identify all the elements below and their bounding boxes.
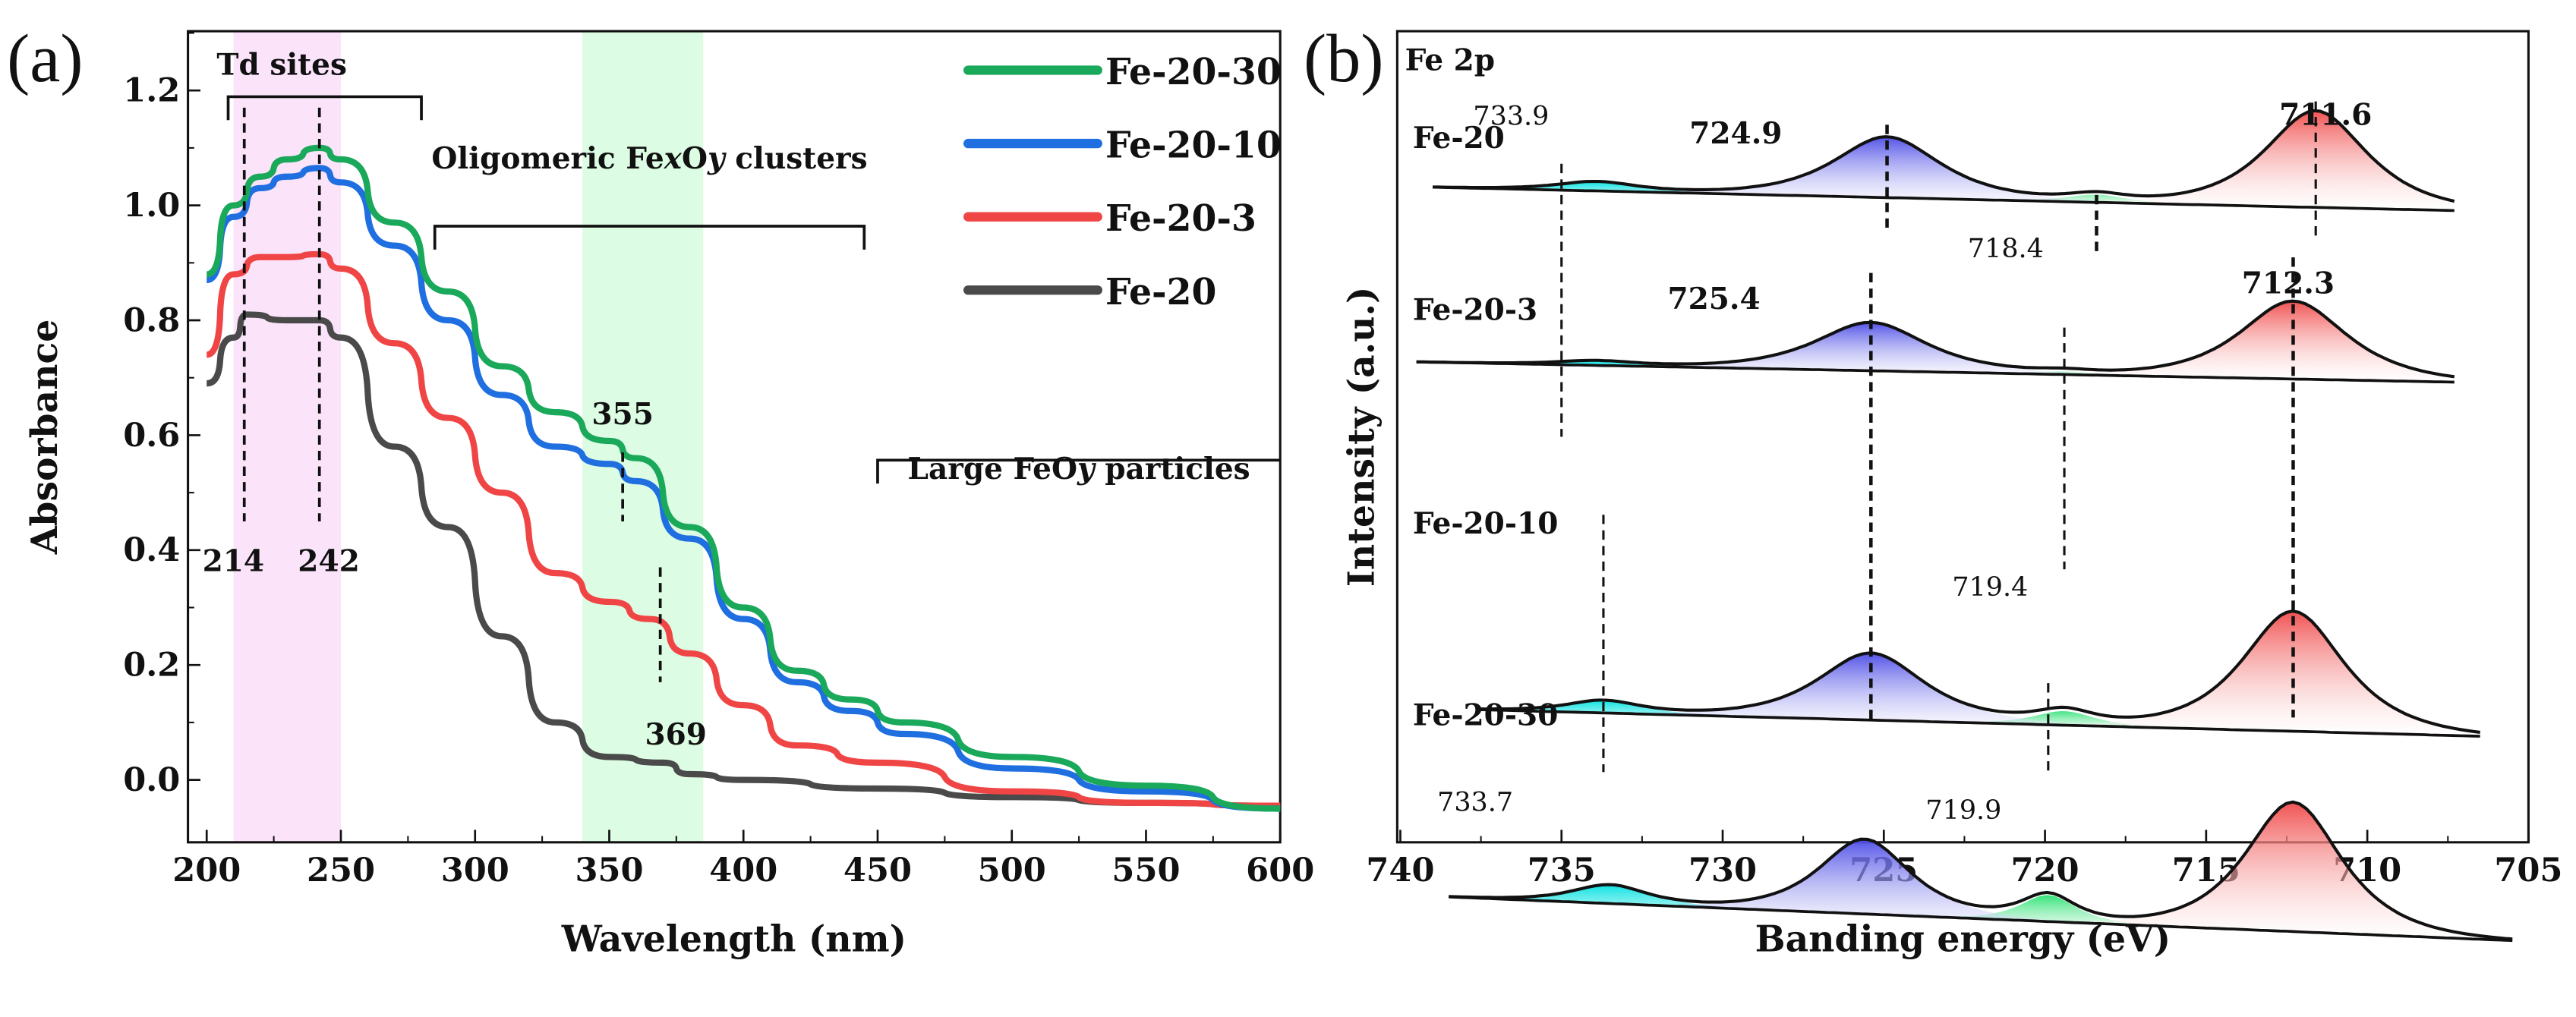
series-fe-20-10	[206, 165, 1281, 812]
label-part: O	[682, 141, 708, 176]
x-tick-label: 250	[307, 851, 375, 889]
large-particles-label: Large FeOy particles	[908, 452, 1250, 486]
oligomeric-bracket	[433, 225, 866, 250]
sample-label: Fe-20-10	[1413, 506, 1558, 541]
peak-label-725.4: 725.4	[1667, 282, 1760, 316]
panel-label-a: (a)	[7, 20, 83, 96]
x-tick-label: 300	[441, 851, 509, 889]
y-tick-label: 0.6	[123, 416, 180, 455]
x-tick-label: 500	[978, 851, 1046, 889]
peak-label-724.9: 724.9	[1689, 116, 1782, 151]
label-part: Large FeO	[908, 452, 1077, 486]
envelope-fe-20-3	[1416, 299, 2455, 379]
series-fe-20	[206, 311, 1281, 809]
x-tick-label: 735	[1528, 851, 1596, 889]
x-tick-label: 705	[2494, 851, 2562, 889]
sample-label: Fe-20	[1413, 121, 1505, 156]
legend-label: Fe-20	[1105, 272, 1216, 313]
peak-label-719.4: 719.4	[1952, 572, 2028, 603]
oligomeric-label: Oligomeric FexOy clusters	[431, 141, 867, 176]
y-tick-label: 1.0	[123, 186, 180, 225]
envelope-fe-20	[1433, 109, 2455, 203]
peak-label-718.4: 718.4	[1968, 234, 2044, 264]
fit-peak-fe2p32	[1416, 301, 2455, 383]
x-tick-label: 400	[709, 851, 777, 889]
legend-label: Fe-20-10	[1105, 125, 1282, 167]
background-line	[1449, 895, 2513, 943]
marker-label-214: 214	[203, 544, 264, 579]
x-tick-label: 550	[1111, 851, 1180, 889]
y-tick-label: 0.4	[123, 531, 180, 569]
x-tick-label: 200	[172, 851, 241, 889]
x-tick-label: 600	[1246, 851, 1314, 889]
background-line	[1480, 708, 2480, 738]
marker-label-369: 369	[645, 717, 706, 752]
x-tick-label: 350	[575, 851, 643, 889]
fit-peak-fe2p32	[1433, 110, 2455, 211]
panel-a: 200 250 300 350 400 450 500 550 600 0.0 0.2 0.4 0.6 0…	[7, 20, 1314, 961]
x-axis-title: Banding energy (eV)	[1755, 919, 2171, 961]
marker-label-355: 355	[591, 397, 653, 432]
axes-frame	[1395, 30, 2530, 844]
y-axis-title: Absorbance	[24, 320, 66, 556]
y-tick-label: 0.2	[123, 646, 180, 685]
y-tick-label: 0.0	[123, 760, 180, 799]
fit-peak-fe2p32	[1480, 611, 2480, 737]
y-tick-label: 0.8	[123, 301, 180, 339]
spectrum-title: Fe 2p	[1405, 43, 1495, 77]
td-band	[233, 31, 341, 842]
legend-label: Fe-20-3	[1105, 198, 1256, 240]
legend-label: Fe-20-30	[1105, 52, 1282, 93]
x-tick-label: 730	[1688, 851, 1757, 889]
x-tick-label: 740	[1366, 851, 1434, 889]
fit-peak-fe2p32	[1449, 801, 2513, 941]
label-part: particles	[1095, 452, 1250, 486]
cluster-band	[582, 31, 704, 842]
label-part: x	[664, 141, 683, 176]
td-sites-label: Td sites	[216, 48, 347, 83]
axes-frame	[187, 30, 1282, 844]
label-part: y	[707, 141, 727, 176]
fit-peak-sat1	[1480, 700, 2480, 737]
td-sites-bracket	[226, 95, 423, 121]
label-part: Oligomeric Fe	[431, 141, 664, 176]
panel-b: 740735730725720715710705Banding energy (…	[1304, 20, 2562, 961]
large-particles-bracket	[876, 458, 1281, 484]
label-part: y	[1077, 452, 1096, 486]
series-fe-20-30	[206, 144, 1281, 812]
series-fe-20-3	[206, 250, 1281, 809]
fit-peak-fe2p12	[1416, 322, 2455, 383]
peak-label-733.9: 733.9	[1473, 101, 1549, 131]
peak-label-733.7: 733.7	[1437, 788, 1513, 818]
label-part: clusters	[725, 141, 868, 176]
x-tick-label: 720	[2011, 851, 2079, 889]
sample-label: Fe-20-3	[1413, 292, 1537, 327]
y-tick-label: 1.2	[123, 71, 180, 110]
envelope-fe-20-10	[1480, 609, 2480, 734]
peak-label-712.3: 712.3	[2242, 266, 2335, 301]
marker-label-242: 242	[298, 544, 359, 579]
sample-label: Fe-20-30	[1413, 698, 1558, 733]
background-line	[1432, 185, 2455, 213]
envelope-fe-20-30	[1449, 800, 2513, 941]
peak-label-719.9: 719.9	[1925, 795, 2001, 826]
panel-label-b: (b)	[1304, 20, 1383, 96]
background-line	[1416, 360, 2455, 384]
y-axis-title: Intensity (a.u.)	[1342, 287, 1383, 587]
x-tick-label: 450	[843, 851, 912, 889]
peak-label-711.6: 711.6	[2279, 97, 2372, 132]
x-axis-title: Wavelength (nm)	[561, 919, 906, 961]
